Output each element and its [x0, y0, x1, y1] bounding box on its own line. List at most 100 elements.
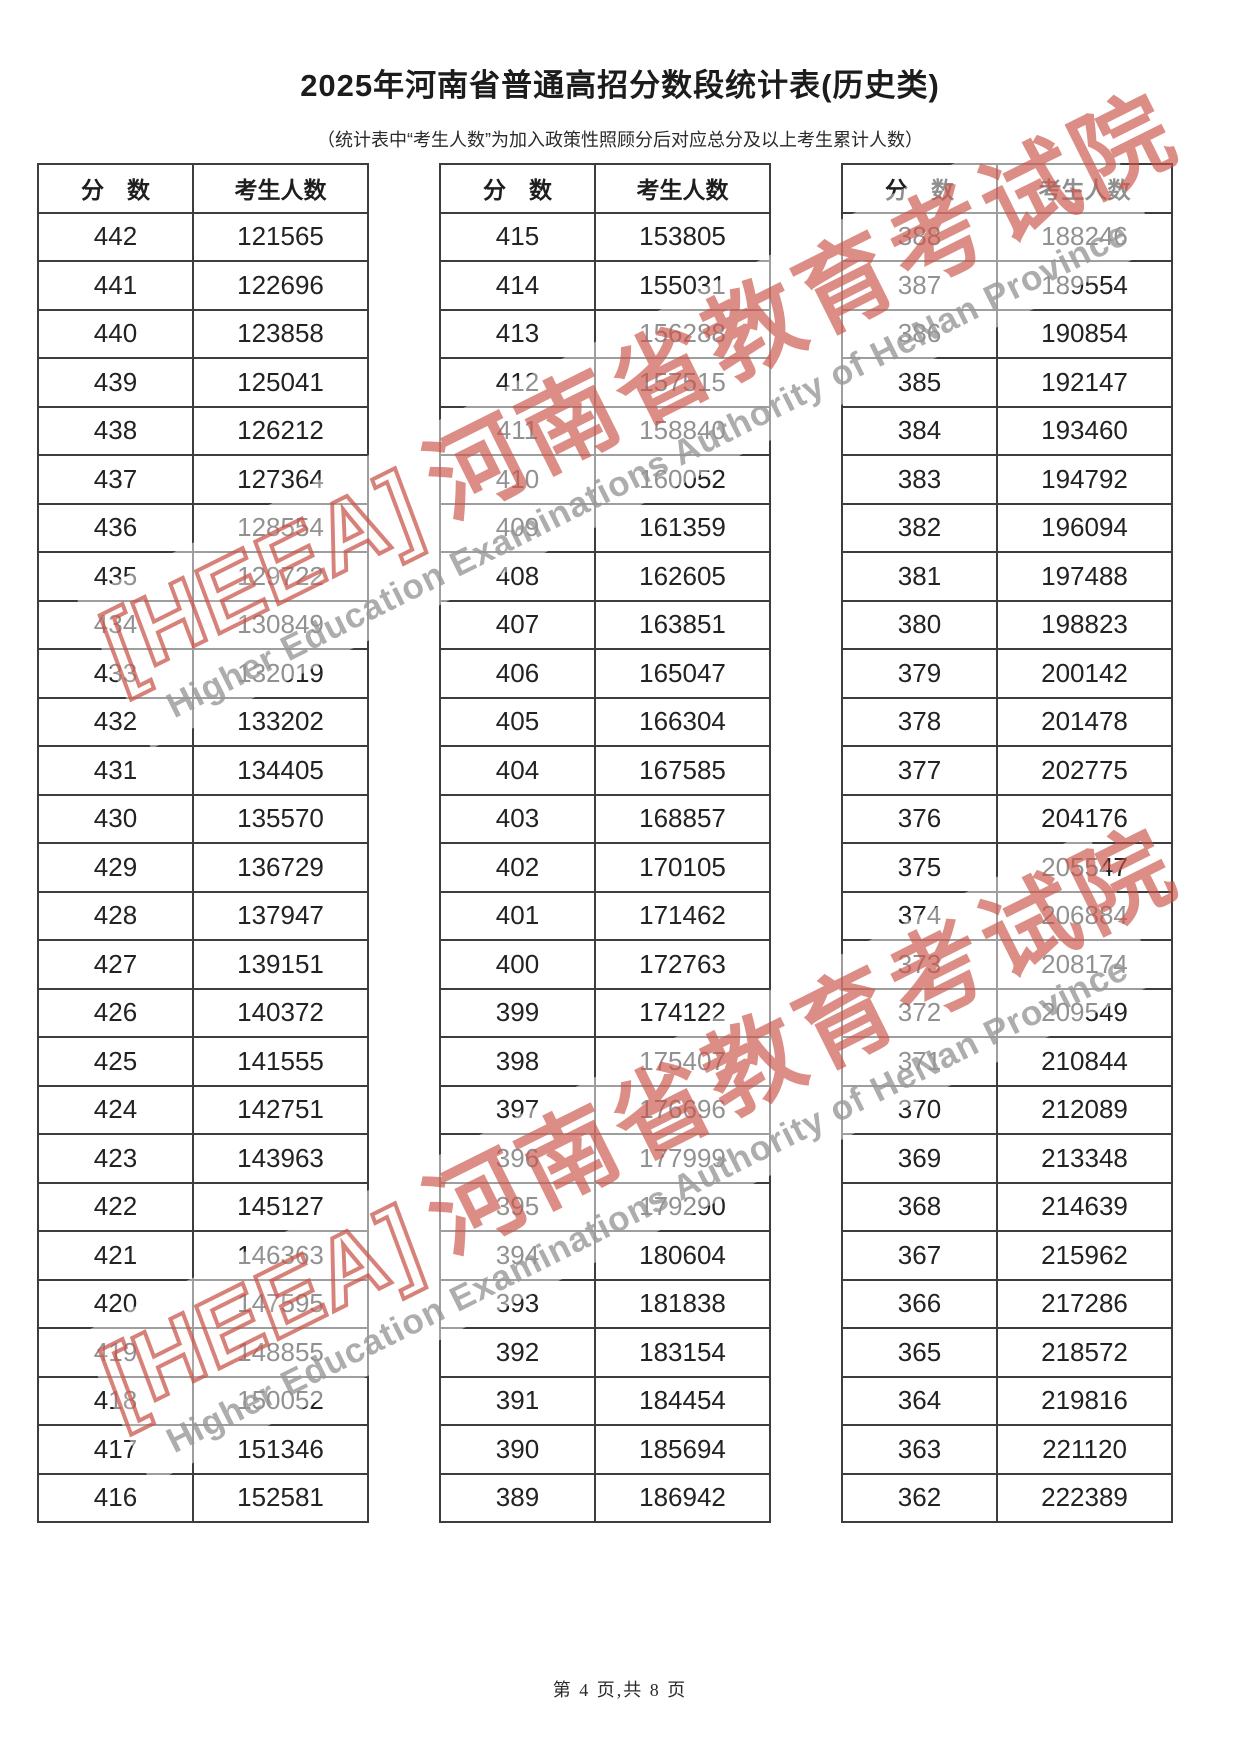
score-cell: 391 [439, 1375, 596, 1426]
score-cell: 427 [37, 939, 194, 990]
count-cell: 208174 [996, 939, 1173, 990]
table-row: 433 132019 [37, 648, 369, 699]
count-cell: 153805 [594, 211, 771, 262]
score-cell: 400 [439, 939, 596, 990]
table-row: 376 204176 [841, 793, 1173, 844]
count-cell: 171462 [594, 890, 771, 941]
count-cell: 133202 [192, 696, 369, 747]
table-row: 428 137947 [37, 890, 369, 941]
score-cell: 386 [841, 308, 998, 359]
count-cell: 129722 [192, 551, 369, 602]
score-cell: 398 [439, 1036, 596, 1087]
page-subtitle: （统计表中“考生人数”为加入政策性照顾分后对应总分及以上考生累计人数） [317, 130, 923, 150]
score-cell: 381 [841, 551, 998, 602]
table-row: 371 210844 [841, 1036, 1173, 1087]
count-cell: 148855 [192, 1327, 369, 1378]
score-cell: 418 [37, 1375, 194, 1426]
score-cell: 420 [37, 1278, 194, 1329]
table-header-row: 分 数考生人数 [439, 163, 771, 214]
table-row: 438 126212 [37, 405, 369, 456]
table-row: 392 183154 [439, 1327, 771, 1378]
score-cell: 413 [439, 308, 596, 359]
table-row: 435 129722 [37, 551, 369, 602]
score-cell: 378 [841, 696, 998, 747]
score-cell: 416 [37, 1472, 194, 1523]
count-cell: 135570 [192, 793, 369, 844]
table-row: 403 168857 [439, 793, 771, 844]
score-cell: 399 [439, 987, 596, 1038]
count-cell: 193460 [996, 405, 1173, 456]
table-row: 419 148855 [37, 1327, 369, 1378]
count-cell: 162605 [594, 551, 771, 602]
table-row: 395 179290 [439, 1181, 771, 1232]
count-cell: 221120 [996, 1424, 1173, 1475]
score-cell: 364 [841, 1375, 998, 1426]
table-row: 430 135570 [37, 793, 369, 844]
table-row: 399 174122 [439, 987, 771, 1038]
count-cell: 139151 [192, 939, 369, 990]
table-row: 370 212089 [841, 1084, 1173, 1135]
score-cell: 395 [439, 1181, 596, 1232]
count-cell: 190854 [996, 308, 1173, 359]
table-row: 387 189554 [841, 260, 1173, 311]
count-cell: 185694 [594, 1424, 771, 1475]
score-cell: 383 [841, 454, 998, 505]
count-cell: 126212 [192, 405, 369, 456]
table-row: 367 215962 [841, 1230, 1173, 1281]
count-cell: 177999 [594, 1133, 771, 1184]
score-cell: 370 [841, 1084, 998, 1135]
score-cell: 371 [841, 1036, 998, 1087]
count-cell: 196094 [996, 502, 1173, 553]
score-cell: 428 [37, 890, 194, 941]
table-row: 415 153805 [439, 211, 771, 262]
score-cell: 434 [37, 599, 194, 650]
score-cell: 440 [37, 308, 194, 359]
table-row: 394 180604 [439, 1230, 771, 1281]
count-cell: 170105 [594, 842, 771, 893]
count-cell: 167585 [594, 745, 771, 796]
table-row: 406 165047 [439, 648, 771, 699]
table-row: 413 156288 [439, 308, 771, 359]
score-cell: 367 [841, 1230, 998, 1281]
table-row: 437 127364 [37, 454, 369, 505]
score-cell: 426 [37, 987, 194, 1038]
table-row: 397 176696 [439, 1084, 771, 1135]
count-cell: 202775 [996, 745, 1173, 796]
score-table-middle: 分 数考生人数 415 153805 414 155031 413 156288 412 157… [439, 163, 771, 1523]
table-row: 378 201478 [841, 696, 1173, 747]
score-cell: 388 [841, 211, 998, 262]
table-row: 369 213348 [841, 1133, 1173, 1184]
score-cell: 392 [439, 1327, 596, 1378]
score-cell: 380 [841, 599, 998, 650]
table-row: 393 181838 [439, 1278, 771, 1329]
score-column-header: 分 数 [439, 163, 596, 214]
count-cell: 155031 [594, 260, 771, 311]
score-cell: 363 [841, 1424, 998, 1475]
count-cell: 181838 [594, 1278, 771, 1329]
count-column-header: 考生人数 [594, 163, 771, 214]
score-cell: 394 [439, 1230, 596, 1281]
score-cell: 419 [37, 1327, 194, 1378]
count-cell: 198823 [996, 599, 1173, 650]
count-cell: 151346 [192, 1424, 369, 1475]
count-cell: 188246 [996, 211, 1173, 262]
score-cell: 368 [841, 1181, 998, 1232]
count-cell: 142751 [192, 1084, 369, 1135]
score-cell: 412 [439, 357, 596, 408]
score-cell: 433 [37, 648, 194, 699]
score-cell: 441 [37, 260, 194, 311]
table-row: 379 200142 [841, 648, 1173, 699]
score-cell: 407 [439, 599, 596, 650]
table-row: 372 209549 [841, 987, 1173, 1038]
score-cell: 409 [439, 502, 596, 553]
score-cell: 362 [841, 1472, 998, 1523]
table-row: 402 170105 [439, 842, 771, 893]
score-cell: 382 [841, 502, 998, 553]
score-cell: 423 [37, 1133, 194, 1184]
count-column-header: 考生人数 [192, 163, 369, 214]
table-row: 383 194792 [841, 454, 1173, 505]
table-row: 390 185694 [439, 1424, 771, 1475]
count-cell: 150052 [192, 1375, 369, 1426]
count-cell: 161359 [594, 502, 771, 553]
